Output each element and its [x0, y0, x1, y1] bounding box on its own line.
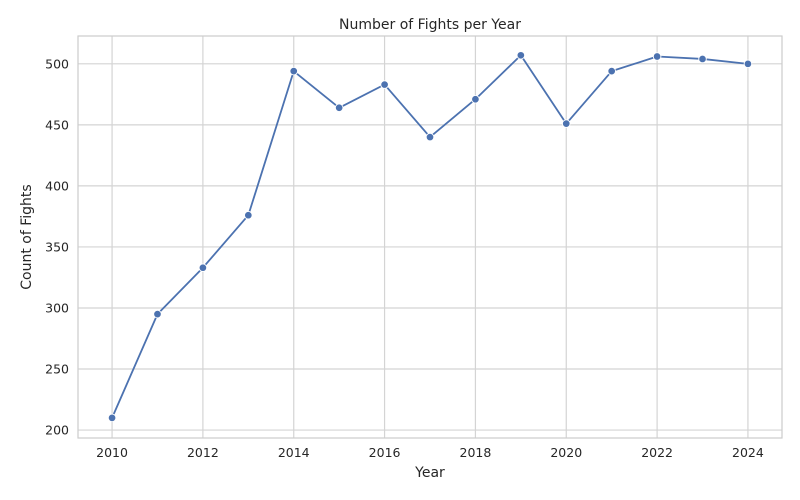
y-tick-label: 450 — [45, 117, 69, 132]
data-point — [153, 309, 162, 319]
data-point — [562, 119, 571, 128]
y-tick-label: 300 — [45, 300, 69, 315]
grid — [78, 36, 782, 438]
x-tick-label: 2014 — [278, 445, 310, 460]
x-tick-label: 2012 — [187, 445, 219, 460]
series-layer — [107, 51, 753, 423]
y-tick-label: 200 — [45, 423, 69, 438]
data-point — [471, 94, 480, 104]
data-point — [289, 66, 298, 76]
x-axis-ticks: 2010 2012 2014 2016 2018 2020 2022 2024 — [96, 445, 764, 460]
data-point — [334, 103, 344, 113]
data-point — [198, 263, 208, 272]
data-point — [743, 59, 753, 69]
data-point — [107, 413, 117, 423]
y-axis-title: Count of Fights — [19, 184, 35, 289]
data-point — [425, 132, 435, 142]
chart-title: Number of Fights per Year — [339, 17, 521, 33]
x-tick-label: 2022 — [641, 445, 673, 460]
x-tick-label: 2024 — [732, 445, 764, 460]
x-tick-label: 2010 — [96, 445, 128, 460]
data-point — [607, 66, 616, 76]
y-tick-label: 350 — [45, 239, 69, 254]
data-point — [652, 52, 662, 61]
x-axis-title: Year — [414, 465, 445, 481]
plot-frame — [77, 35, 783, 439]
y-tick-label: 500 — [45, 56, 69, 71]
data-point — [516, 51, 526, 60]
y-tick-label: 250 — [45, 362, 69, 377]
data-point — [244, 210, 253, 220]
y-tick-label: 400 — [45, 178, 69, 193]
x-tick-label: 2018 — [460, 445, 492, 460]
series-line — [111, 54, 749, 419]
y-axis-ticks: 200 250 300 350 400 450 500 — [45, 56, 69, 437]
x-tick-label: 2016 — [369, 445, 401, 460]
data-point — [698, 54, 707, 64]
x-tick-label: 2020 — [550, 445, 582, 460]
data-point — [380, 80, 389, 89]
